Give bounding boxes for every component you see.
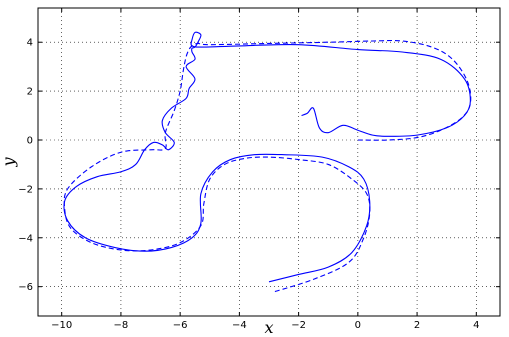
y-tick-label: 2 xyxy=(27,87,33,98)
axis-ticks: −10 −8 −6 −4 −2 0 2 4 −6 −4 −2 0 2 4 xyxy=(18,8,500,331)
plot-frame xyxy=(37,7,501,317)
dashed-trajectory-line xyxy=(63,39,472,293)
x-tick-label: 0 xyxy=(355,320,361,331)
x-tick-label: −2 xyxy=(291,320,306,331)
y-tick-label: 4 xyxy=(27,38,33,49)
series-lines xyxy=(63,31,472,293)
grid-lines xyxy=(38,8,500,316)
x-tick-label: −10 xyxy=(51,320,72,331)
x-tick-label: −8 xyxy=(114,320,129,331)
y-axis-label: y xyxy=(0,157,18,168)
x-tick-label: −4 xyxy=(232,320,247,331)
x-tick-label: 4 xyxy=(473,320,479,331)
y-tick-label: 0 xyxy=(27,136,33,147)
y-tick-label: −2 xyxy=(18,184,33,195)
x-tick-label: −6 xyxy=(173,320,188,331)
y-tick-label: −6 xyxy=(18,282,33,293)
y-tick-label: −4 xyxy=(18,233,33,244)
x-axis-label: x xyxy=(264,318,273,337)
x-tick-label: 2 xyxy=(414,320,420,331)
